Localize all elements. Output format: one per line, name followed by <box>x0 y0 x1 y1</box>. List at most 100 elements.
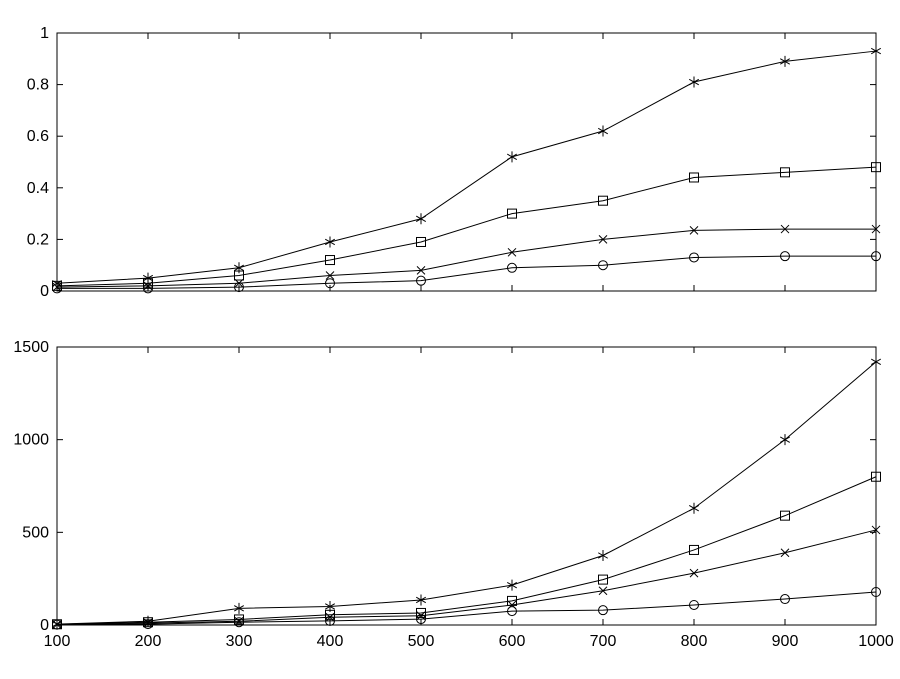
series-circle-line <box>56 591 877 626</box>
marker-circle-icon <box>780 251 790 262</box>
series-square-line <box>56 166 877 287</box>
marker-x-icon <box>598 586 608 596</box>
y-tick-label: 1500 <box>13 339 49 356</box>
x-tick-label: 600 <box>499 633 526 650</box>
x-tick-label: 200 <box>135 633 162 650</box>
marker-circle-icon <box>143 619 153 630</box>
x-tick-label: 500 <box>408 633 435 650</box>
marker-square-icon <box>871 162 881 173</box>
x-tick-label: 300 <box>226 633 253 650</box>
series-square-line <box>56 476 877 625</box>
marker-x-icon <box>689 568 699 578</box>
marker-square-icon <box>598 574 608 585</box>
chart-bottom: 100 200 300 400 500 600 700 800 900 1000 0 500 1000 1… <box>13 339 893 650</box>
marker-circle-icon <box>325 615 335 626</box>
marker-x-icon <box>325 612 335 622</box>
marker-circle-icon <box>143 283 153 294</box>
marker-square-icon <box>780 510 790 521</box>
y-tick-label: 1 <box>40 25 49 42</box>
marker-x-icon <box>871 525 881 535</box>
marker-circle-icon <box>780 594 790 605</box>
series-circle-line <box>57 255 876 289</box>
marker-square-icon <box>689 172 699 183</box>
marker-asterisk-icon <box>233 605 245 612</box>
marker-square-icon <box>234 270 244 281</box>
marker-asterisk-icon <box>688 505 700 512</box>
marker-x-icon <box>416 611 426 621</box>
marker-asterisk-icon <box>142 274 154 282</box>
marker-x-icon <box>598 235 608 244</box>
marker-asterisk-icon <box>688 78 700 86</box>
marker-circle-icon <box>871 251 881 262</box>
marker-circle-icon <box>598 605 608 616</box>
axes-box <box>56 32 877 292</box>
marker-asterisk-icon <box>779 58 791 65</box>
marker-square-icon <box>780 167 790 178</box>
marker-square-icon <box>143 278 153 289</box>
series-asterisk-line <box>56 50 877 284</box>
marker-square-icon <box>234 614 244 625</box>
series-asterisk-line <box>56 361 877 625</box>
marker-square-icon <box>871 471 881 482</box>
marker-asterisk-icon <box>506 153 518 161</box>
marker-square-icon <box>416 607 426 618</box>
y-tick-label: 0.8 <box>27 77 49 94</box>
marker-asterisk-icon <box>415 596 427 604</box>
marker-x-icon <box>234 278 244 288</box>
marker-x-icon <box>871 224 881 234</box>
marker-circle-icon <box>234 617 244 628</box>
marker-asterisk-icon <box>506 581 518 589</box>
marker-square-icon <box>416 236 426 247</box>
marker-x-icon <box>416 266 426 275</box>
marker-circle-icon <box>234 282 244 293</box>
marker-asterisk-icon <box>324 603 336 610</box>
marker-asterisk-icon <box>324 238 336 246</box>
marker-x-icon <box>780 224 790 234</box>
marker-asterisk-icon <box>597 127 609 135</box>
series-x-line <box>56 529 877 625</box>
marker-x-icon <box>689 226 699 235</box>
marker-square-icon <box>325 255 335 266</box>
marker-square-icon <box>598 195 608 206</box>
marker-circle-icon <box>598 260 608 271</box>
marker-asterisk-icon <box>779 436 791 443</box>
marker-asterisk-icon <box>597 552 609 559</box>
marker-square-icon <box>507 208 517 219</box>
y-tick-label: 0.6 <box>27 128 49 145</box>
marker-asterisk-icon <box>415 215 427 222</box>
x-tick-label: 900 <box>772 633 799 650</box>
y-tick-label: 1000 <box>13 432 49 449</box>
marker-square-icon <box>689 544 699 555</box>
marker-circle-icon <box>52 283 62 294</box>
marker-asterisk-icon <box>233 264 245 271</box>
x-tick-label: 800 <box>681 633 708 650</box>
series-x-line <box>56 228 876 288</box>
x-tick-label: 700 <box>590 633 617 650</box>
marker-circle-icon <box>689 599 699 610</box>
marker-circle-icon <box>871 587 881 598</box>
chart-top: 0 0.2 0.4 0.6 0.8 1 <box>27 25 882 300</box>
marker-circle-icon <box>507 606 517 617</box>
y-tick-label: 0 <box>40 283 49 300</box>
marker-square-icon <box>325 609 335 620</box>
axes-box <box>56 346 877 626</box>
marker-circle-icon <box>416 275 426 286</box>
marker-x-icon <box>325 271 335 280</box>
y-tick-label: 0 <box>40 617 49 634</box>
marker-asterisk-icon <box>870 358 882 366</box>
y-tick-label: 0.2 <box>27 231 49 248</box>
marker-circle-icon <box>52 619 62 630</box>
x-tick-label: 1000 <box>858 633 894 650</box>
y-tick-label: 0.4 <box>27 180 49 197</box>
marker-circle-icon <box>689 252 699 263</box>
marker-x-icon <box>507 247 517 257</box>
marker-x-icon <box>780 548 790 558</box>
marker-circle-icon <box>507 262 517 273</box>
y-tick-label: 500 <box>22 524 49 541</box>
marker-square-icon <box>52 280 62 291</box>
marker-circle-icon <box>416 614 426 625</box>
marker-circle-icon <box>325 278 335 289</box>
marker-asterisk-icon <box>870 47 882 55</box>
